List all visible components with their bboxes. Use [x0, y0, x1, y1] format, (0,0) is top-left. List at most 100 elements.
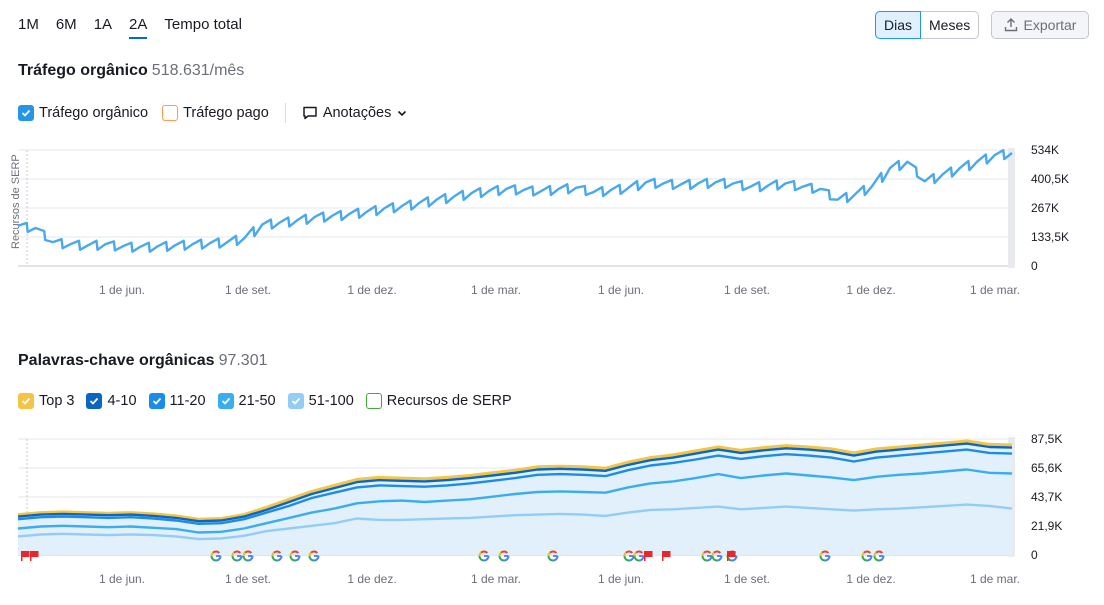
- google-icon[interactable]: [289, 550, 301, 562]
- checkbox-checked-icon[interactable]: [18, 393, 34, 409]
- y-tick-label: 133,5K: [1031, 230, 1069, 244]
- y-tick-label: 400,5K: [1031, 172, 1069, 186]
- x-tick-label: 1 de jun.: [598, 572, 644, 586]
- legend-organic-label: Tráfego orgânico: [39, 105, 149, 121]
- keywords-legend: Top 3 4-10 11-20 21-50 51-100 Recursos de SER…: [18, 393, 524, 409]
- flag-icon[interactable]: [30, 551, 39, 561]
- legend-paid-traffic[interactable]: Tráfego pago: [162, 105, 269, 121]
- legend-21-50[interactable]: 21-50: [217, 393, 276, 409]
- keywords-value: 97.301: [218, 352, 268, 369]
- google-icon[interactable]: [873, 550, 885, 562]
- x-tick-label: 1 de set.: [225, 572, 271, 586]
- granularity-toggle: Dias Meses: [875, 11, 980, 39]
- y-tick-label: 0: [1031, 259, 1038, 273]
- google-icon[interactable]: [819, 550, 831, 562]
- flag-icon[interactable]: [21, 551, 30, 561]
- x-tick-label: 1 de jun.: [99, 572, 145, 586]
- series-line-top-3: [17, 439, 1013, 521]
- x-tick-label: 1 de mar.: [471, 283, 521, 297]
- checkbox-checked-icon[interactable]: [18, 105, 34, 121]
- google-icon[interactable]: [547, 550, 559, 562]
- google-icon[interactable]: [633, 550, 645, 562]
- legend-label: Top 3: [39, 393, 75, 409]
- checkbox-checked-icon[interactable]: [86, 393, 103, 409]
- x-tick-label: 1 de dez.: [347, 572, 396, 586]
- series-line-11-20: [17, 448, 1013, 525]
- legend-label: 4-10: [107, 393, 137, 409]
- legend-4-10[interactable]: 4-10: [86, 393, 137, 409]
- google-icon[interactable]: [308, 550, 320, 562]
- days-button[interactable]: Dias: [875, 11, 922, 39]
- organic-keywords-chart[interactable]: 87,5K 65,6K 43,7K 21,9K 0 1 de jun. 1 de set. 1…: [0, 428, 1104, 605]
- google-icon[interactable]: [861, 550, 873, 562]
- google-icon[interactable]: [242, 550, 254, 562]
- keywords-title: Palavras-chave orgânicas 97.301: [18, 352, 268, 370]
- legend-label: 11-20: [169, 393, 206, 409]
- export-button[interactable]: Exportar: [991, 11, 1089, 39]
- range-tab-6m[interactable]: 6M: [55, 16, 77, 33]
- traffic-value: 518.631/mês: [151, 62, 245, 79]
- x-tick-label: 1 de dez.: [846, 283, 895, 297]
- y-tick-label: 65,6K: [1031, 461, 1062, 475]
- google-icon[interactable]: [210, 550, 222, 562]
- checkbox-checked-icon[interactable]: [217, 393, 234, 409]
- google-icon[interactable]: [711, 550, 723, 562]
- traffic-title-text: Tráfego orgânico: [18, 62, 148, 79]
- legend-recursos-de-serp[interactable]: Recursos de SERP: [365, 393, 512, 409]
- x-tick-label: 1 de set.: [724, 283, 770, 297]
- range-tab-tempo-total[interactable]: Tempo total: [164, 16, 242, 33]
- google-icon[interactable]: [498, 550, 510, 562]
- organic-traffic-chart[interactable]: 534K 400,5K 267K 133,5K 0 1 de jun. 1 de set. 1…: [0, 140, 1104, 305]
- traffic-title: Tráfego orgânico 518.631/mês: [18, 62, 244, 80]
- keywords-area: [18, 441, 1012, 555]
- checkbox-checked-icon[interactable]: [287, 393, 304, 409]
- x-tick-label: 1 de jun.: [598, 283, 644, 297]
- legend-11-20[interactable]: 11-20: [148, 393, 206, 409]
- series-line-51-100: [17, 503, 1013, 541]
- x-tick-label: 1 de mar.: [970, 572, 1020, 586]
- x-tick-label: 1 de dez.: [347, 283, 396, 297]
- annotations-label: Anotações: [322, 105, 392, 121]
- chevron-down-icon: [398, 110, 407, 117]
- checkbox-unchecked-icon[interactable]: [162, 105, 179, 121]
- range-tab-1a[interactable]: 1A: [93, 16, 113, 33]
- google-icon[interactable]: [478, 550, 490, 562]
- checkbox-checked-icon[interactable]: [148, 393, 165, 409]
- legend-organic-traffic[interactable]: Tráfego orgânico: [18, 105, 148, 121]
- legend-top-3[interactable]: Top 3: [18, 393, 74, 409]
- export-label: Exportar: [1023, 17, 1077, 33]
- range-tabs: 1M 6M 1A 2A Tempo total: [18, 14, 259, 39]
- x-tick-label: 1 de set.: [225, 283, 271, 297]
- months-button[interactable]: Meses: [921, 11, 980, 39]
- annotations-dropdown[interactable]: Anotações: [302, 105, 409, 121]
- flag-icon[interactable]: [662, 551, 671, 561]
- x-tick-label: 1 de set.: [724, 572, 770, 586]
- checkbox-unchecked-icon[interactable]: [365, 393, 382, 409]
- keywords-title-text: Palavras-chave orgânicas: [18, 352, 215, 369]
- flag-icon[interactable]: [644, 551, 653, 561]
- traffic-legend: Tráfego orgânico Tráfego pago Anotações: [18, 103, 422, 123]
- google-icon[interactable]: [231, 550, 243, 562]
- y-tick-label: 21,9K: [1031, 519, 1062, 533]
- comment-icon: [303, 106, 317, 120]
- x-tick-label: 1 de jun.: [99, 283, 145, 297]
- legend-paid-label: Tráfego pago: [183, 105, 269, 121]
- series-line-4-10: [17, 442, 1013, 523]
- y-tick-label: 267K: [1031, 201, 1059, 215]
- y-tick-label: 43,7K: [1031, 490, 1062, 504]
- organic-traffic-line: [17, 148, 1013, 253]
- flag-icon[interactable]: [727, 551, 736, 561]
- legend-label: 21-50: [238, 393, 276, 409]
- range-tab-1m[interactable]: 1M: [18, 16, 39, 33]
- legend-51-100[interactable]: 51-100: [287, 393, 354, 409]
- range-tab-2a[interactable]: 2A: [129, 14, 148, 39]
- x-tick-label: 1 de dez.: [846, 572, 895, 586]
- y-tick-label: 534K: [1031, 143, 1059, 157]
- x-tick-label: 1 de mar.: [970, 283, 1020, 297]
- range-handle[interactable]: [1008, 148, 1015, 268]
- legend-divider: [284, 103, 286, 123]
- legend-label: Recursos de SERP: [386, 393, 512, 409]
- series-line-21-50: [17, 468, 1013, 534]
- google-icon[interactable]: [271, 550, 283, 562]
- upload-icon: [1004, 18, 1017, 32]
